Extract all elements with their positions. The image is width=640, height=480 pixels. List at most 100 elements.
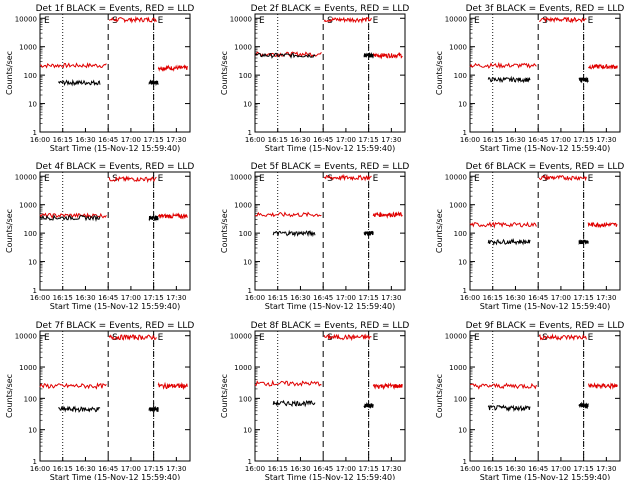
- x-tick-label: 17:15: [574, 136, 594, 144]
- panel-title: Det 8f BLACK = Events, RED = LLD: [251, 321, 410, 331]
- x-tick-label: 16:30: [505, 465, 525, 473]
- x-tick-label: 16:00: [460, 136, 480, 144]
- y-axis-label: Counts/sec: [435, 209, 444, 253]
- y-tick-label: 1: [463, 287, 467, 295]
- x-tick-label: 16:45: [528, 465, 548, 473]
- y-tick-label: 10000: [445, 15, 467, 23]
- event-marker-label: S: [112, 333, 118, 343]
- y-axis-label: Counts/sec: [5, 209, 14, 253]
- y-tick-label: 1: [463, 458, 467, 466]
- x-tick-label: 16:15: [268, 294, 288, 302]
- x-tick-label: 17:15: [574, 465, 594, 473]
- x-tick-label: 17:30: [596, 136, 616, 144]
- y-tick-label: 1000: [19, 364, 37, 372]
- y-tick-label: 100: [24, 72, 37, 80]
- lld-series-line: [323, 173, 372, 182]
- y-tick-label: 10000: [230, 173, 252, 181]
- x-tick-label: 16:15: [268, 136, 288, 144]
- panel-title: Det 9f BLACK = Events, RED = LLD: [466, 321, 625, 331]
- events-series-line: [272, 229, 316, 238]
- x-tick-label: 16:45: [313, 136, 333, 144]
- y-tick-label: 100: [239, 72, 252, 80]
- x-tick-label: 17:30: [381, 136, 401, 144]
- x-axis-label: Start Time (15-Nov-12 15:59:40): [480, 473, 610, 480]
- plot-frame: [39, 171, 191, 291]
- detector-panel: Det 4f BLACK = Events, RED = LLD 1 10 100 10…: [5, 162, 194, 311]
- events-series-line: [363, 51, 374, 59]
- plot-frame: [469, 171, 621, 291]
- y-tick-label: 10: [243, 101, 252, 109]
- x-tick-label: 16:15: [53, 465, 73, 473]
- panel-title: Det 2f BLACK = Events, RED = LLD: [251, 4, 410, 14]
- y-tick-label: 1: [33, 458, 37, 466]
- lld-series-line: [372, 52, 403, 60]
- lld-series-line: [538, 333, 587, 341]
- y-axis-label: Counts/sec: [435, 374, 444, 418]
- x-tick-label: 16:00: [30, 294, 50, 302]
- events-series-line: [363, 402, 374, 409]
- y-tick-label: 10: [458, 259, 467, 267]
- detector-panel: Det 2f BLACK = Events, RED = LLD 1 10 100 10…: [220, 4, 409, 153]
- y-tick-label: 100: [239, 395, 252, 403]
- y-tick-label: 1000: [19, 44, 37, 52]
- y-tick-label: 10000: [230, 15, 252, 23]
- x-tick-label: 17:30: [381, 294, 401, 302]
- detector-panel: Det 1f BLACK = Events, RED = LLD 1 10 100 10…: [5, 4, 194, 153]
- y-tick-label: 100: [454, 72, 467, 80]
- y-axis-label: Counts/sec: [5, 374, 14, 418]
- y-tick-label: 1000: [234, 44, 252, 52]
- x-tick-label: 16:15: [53, 294, 73, 302]
- y-tick-label: 1: [463, 129, 467, 137]
- event-marker-label: E: [373, 174, 379, 184]
- lld-series-line: [469, 221, 537, 229]
- y-tick-label: 10: [28, 101, 37, 109]
- x-tick-label: 16:45: [528, 294, 548, 302]
- lld-series-line: [157, 64, 188, 72]
- x-tick-label: 17:00: [551, 294, 571, 302]
- event-marker-label: E: [588, 16, 594, 26]
- event-marker-label: E: [259, 333, 265, 343]
- event-marker-label: E: [373, 333, 379, 343]
- y-tick-label: 1000: [19, 202, 37, 210]
- plot-frame: [254, 171, 406, 291]
- x-tick-label: 16:30: [505, 294, 525, 302]
- event-marker-label: E: [158, 333, 164, 343]
- y-tick-label: 10000: [445, 333, 467, 341]
- event-marker-label: E: [259, 16, 265, 26]
- y-axis-label: Counts/sec: [5, 51, 14, 95]
- lld-series-line: [587, 382, 618, 390]
- detector-panel: Det 9f BLACK = Events, RED = LLD 1 10 100 10…: [435, 321, 624, 480]
- lld-series-line: [323, 16, 372, 24]
- x-tick-label: 16:00: [460, 465, 480, 473]
- y-tick-label: 10: [458, 427, 467, 435]
- lld-series-line: [469, 382, 537, 390]
- events-series-line: [148, 215, 159, 222]
- plot-frame: [254, 330, 406, 462]
- lld-series-line: [254, 379, 322, 387]
- x-tick-label: 17:30: [381, 465, 401, 473]
- lld-series-line: [372, 382, 403, 391]
- y-tick-label: 10: [243, 259, 252, 267]
- x-axis-label: Start Time (15-Nov-12 15:59:40): [50, 473, 180, 480]
- x-tick-label: 17:30: [596, 294, 616, 302]
- events-series-line: [578, 76, 589, 84]
- lld-series-line: [539, 16, 587, 24]
- y-axis-label: Counts/sec: [220, 51, 229, 95]
- x-tick-label: 17:00: [551, 465, 571, 473]
- x-tick-label: 17:30: [166, 465, 186, 473]
- plot-frame: [254, 13, 406, 133]
- lld-series-line: [39, 62, 107, 69]
- y-tick-label: 100: [24, 395, 37, 403]
- lld-series-line: [39, 212, 107, 220]
- events-series-line: [578, 401, 589, 409]
- x-tick-label: 16:00: [30, 465, 50, 473]
- y-tick-label: 10: [28, 427, 37, 435]
- events-series-line: [57, 78, 101, 87]
- x-tick-label: 16:15: [53, 136, 73, 144]
- x-tick-label: 16:45: [528, 136, 548, 144]
- event-marker-label: E: [44, 174, 50, 184]
- y-tick-label: 1: [33, 129, 37, 137]
- x-tick-label: 17:15: [144, 136, 164, 144]
- panel-title: Det 1f BLACK = Events, RED = LLD: [36, 4, 195, 14]
- y-tick-label: 100: [454, 230, 467, 238]
